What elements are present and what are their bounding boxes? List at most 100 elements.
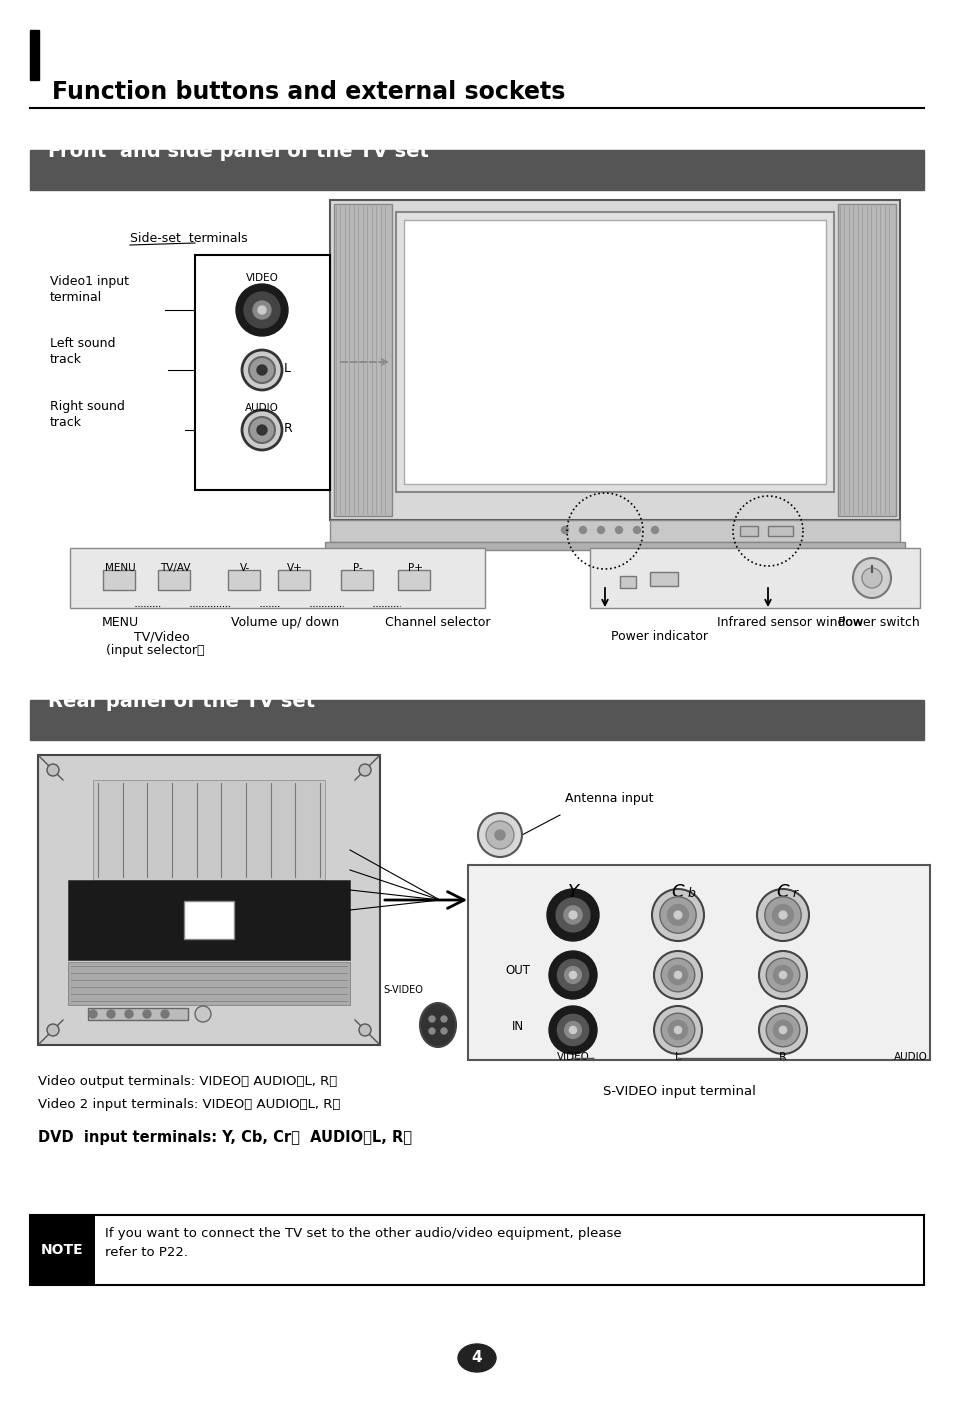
Circle shape: [125, 1010, 132, 1019]
Circle shape: [674, 971, 680, 979]
Text: S-VIDEO: S-VIDEO: [383, 985, 422, 995]
Circle shape: [548, 951, 597, 999]
Text: Rear panel of the TV set: Rear panel of the TV set: [48, 692, 314, 710]
Text: AUDIO: AUDIO: [245, 403, 278, 413]
Bar: [330, 520, 899, 542]
Circle shape: [47, 764, 59, 776]
Circle shape: [674, 911, 681, 919]
Circle shape: [235, 284, 288, 336]
Text: VIDEO: VIDEO: [245, 273, 278, 283]
Text: b: b: [687, 887, 695, 899]
Circle shape: [161, 1010, 169, 1019]
Text: P+: P+: [407, 563, 422, 573]
Bar: [395, 212, 833, 492]
Text: Front  and side panel of the TV set: Front and side panel of the TV set: [48, 142, 429, 161]
Text: V+: V+: [287, 563, 302, 573]
Text: Video 2 input terminals: VIDEO； AUDIO（L, R）: Video 2 input terminals: VIDEO； AUDIO（L,…: [38, 1098, 340, 1111]
Circle shape: [779, 971, 786, 979]
Text: Antenna input: Antenna input: [564, 792, 653, 806]
Circle shape: [557, 960, 588, 991]
Text: Power switch: Power switch: [838, 616, 919, 629]
Text: Channel selector: Channel selector: [385, 616, 490, 629]
Circle shape: [143, 1010, 151, 1019]
Bar: [30, 1215, 95, 1285]
Circle shape: [548, 1006, 597, 1054]
Circle shape: [440, 1028, 447, 1034]
Text: r: r: [792, 887, 798, 899]
Text: Right sound
track: Right sound track: [50, 401, 125, 429]
Bar: [589, 548, 919, 608]
Bar: [340, 570, 373, 590]
Bar: [468, 864, 929, 1061]
Circle shape: [107, 1010, 115, 1019]
Bar: [103, 570, 135, 590]
Polygon shape: [38, 755, 379, 1045]
Circle shape: [660, 958, 694, 992]
Circle shape: [668, 965, 687, 985]
Circle shape: [660, 1013, 694, 1047]
Circle shape: [615, 527, 622, 534]
Bar: [277, 570, 310, 590]
Bar: [740, 525, 758, 537]
Circle shape: [89, 1010, 97, 1019]
Circle shape: [862, 567, 882, 588]
Bar: [68, 962, 350, 1005]
Text: NOTE: NOTE: [41, 1243, 83, 1257]
Circle shape: [765, 958, 799, 992]
Text: (input selector）: (input selector）: [106, 644, 204, 657]
Text: Power indicator: Power indicator: [611, 630, 708, 643]
Circle shape: [249, 357, 274, 382]
Circle shape: [546, 890, 598, 941]
Circle shape: [569, 911, 577, 919]
Circle shape: [757, 890, 808, 941]
Text: P-: P-: [353, 563, 362, 573]
Circle shape: [557, 1014, 588, 1045]
Circle shape: [765, 1013, 799, 1047]
Circle shape: [429, 1028, 435, 1034]
Ellipse shape: [419, 1003, 456, 1047]
Text: AUDIO: AUDIO: [893, 1052, 927, 1062]
Bar: [88, 1007, 188, 1020]
Text: R: R: [779, 1052, 786, 1062]
Text: V-: V-: [239, 563, 250, 573]
Bar: [619, 576, 636, 588]
Circle shape: [772, 905, 793, 926]
Circle shape: [773, 1020, 792, 1040]
Circle shape: [563, 906, 581, 925]
Circle shape: [659, 897, 696, 933]
Circle shape: [256, 366, 267, 375]
Circle shape: [779, 911, 786, 919]
Text: MENU: MENU: [105, 563, 135, 573]
Circle shape: [654, 951, 701, 999]
Circle shape: [358, 1024, 371, 1035]
Circle shape: [667, 905, 688, 926]
Circle shape: [477, 813, 521, 857]
Circle shape: [759, 951, 806, 999]
Bar: [68, 880, 350, 960]
Circle shape: [779, 1027, 786, 1034]
Bar: [837, 205, 895, 516]
Text: DVD  input terminals: Y, Cb, Cr；  AUDIO（L, R）: DVD input terminals: Y, Cb, Cr； AUDIO（L,…: [38, 1131, 412, 1145]
Circle shape: [242, 350, 282, 389]
Circle shape: [556, 898, 589, 932]
Text: S-VIDEO input terminal: S-VIDEO input terminal: [602, 1084, 755, 1098]
Circle shape: [257, 305, 266, 314]
Text: C: C: [671, 883, 683, 901]
Text: Video output terminals: VIDEO； AUDIO（L, R）: Video output terminals: VIDEO； AUDIO（L, …: [38, 1075, 337, 1089]
Bar: [30, 29, 39, 80]
Bar: [403, 220, 825, 483]
Text: 4: 4: [471, 1351, 482, 1366]
Text: If you want to connect the TV set to the other audio/video equipment, please
ref: If you want to connect the TV set to the…: [105, 1227, 621, 1259]
Bar: [397, 570, 430, 590]
Circle shape: [759, 1006, 806, 1054]
Bar: [92, 780, 325, 880]
Text: IN: IN: [512, 1020, 523, 1033]
Text: L: L: [284, 361, 291, 374]
Bar: [70, 548, 484, 608]
Circle shape: [668, 1020, 687, 1040]
Circle shape: [564, 967, 580, 984]
Circle shape: [244, 291, 280, 328]
Circle shape: [654, 1006, 701, 1054]
Circle shape: [569, 971, 576, 979]
Circle shape: [429, 1016, 435, 1021]
